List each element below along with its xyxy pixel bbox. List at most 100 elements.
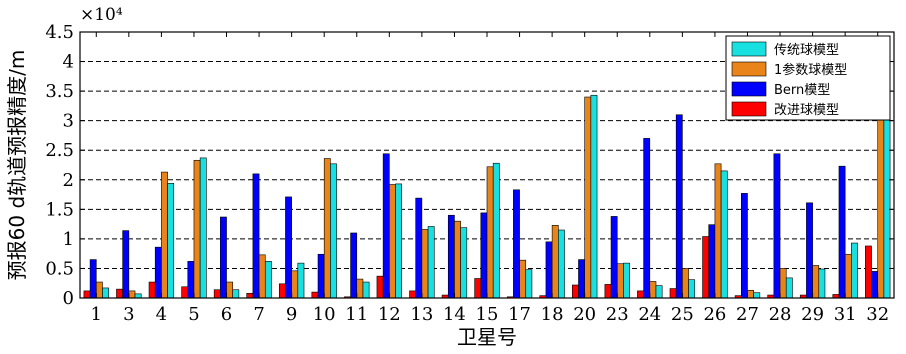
bar <box>688 279 696 299</box>
bar <box>199 157 207 299</box>
bar <box>193 159 201 299</box>
bar <box>181 286 189 299</box>
bar <box>264 261 272 299</box>
bar <box>278 283 286 299</box>
bar <box>148 281 156 299</box>
bar <box>187 261 195 299</box>
bar <box>447 214 455 299</box>
bar <box>409 290 416 299</box>
x-tick-label: 17 <box>508 304 531 325</box>
bar <box>610 216 618 299</box>
bar <box>584 96 592 299</box>
bar <box>655 285 663 299</box>
bar <box>838 165 846 299</box>
bar <box>492 162 500 299</box>
x-tick-label: 3 <box>123 304 134 325</box>
x-tick-label: 5 <box>188 304 199 325</box>
legend-swatch <box>731 41 767 57</box>
bar <box>454 220 461 299</box>
y-tick-label: 3.5 <box>45 81 74 102</box>
bar <box>871 271 879 299</box>
bar <box>558 229 565 299</box>
y-tick-label: 0 <box>63 288 74 309</box>
bar <box>590 94 598 299</box>
bar <box>702 236 710 299</box>
bar <box>675 114 683 299</box>
bar <box>395 183 402 299</box>
bar <box>285 196 292 299</box>
bar <box>83 290 91 299</box>
bar <box>427 226 435 299</box>
bar <box>812 265 820 299</box>
bar <box>382 153 390 299</box>
x-axis-label: 卫星号 <box>457 325 517 349</box>
bar <box>389 184 396 299</box>
bar <box>773 153 781 299</box>
bar <box>213 289 221 299</box>
x-tick-label: 10 <box>313 304 336 325</box>
x-tick-label: 7 <box>253 304 264 325</box>
x-tick-label: 24 <box>638 304 661 325</box>
bar <box>525 269 533 299</box>
bar <box>232 289 240 299</box>
bar <box>134 293 142 299</box>
bar <box>753 292 761 299</box>
bar <box>865 245 872 299</box>
x-tick-label: 23 <box>606 304 629 325</box>
legend-swatch <box>731 81 767 97</box>
bar <box>513 189 520 299</box>
y-axis-label: 预报60 d轨道预报精度/m <box>5 50 29 281</box>
y-tick-label: 1 <box>63 229 74 250</box>
x-tick-label: 29 <box>801 304 824 325</box>
bar <box>421 229 429 299</box>
legend-label: 1参数球模型 <box>774 62 847 78</box>
bar <box>122 230 130 299</box>
bar <box>851 242 858 299</box>
bar <box>643 138 651 299</box>
x-tick-label: 1 <box>91 304 102 325</box>
bar <box>844 253 852 299</box>
bar <box>128 290 136 299</box>
y-tick-label: 3 <box>63 111 74 132</box>
bar <box>356 278 364 299</box>
bar <box>669 288 677 299</box>
x-tick-label: 27 <box>736 304 759 325</box>
bar <box>460 227 468 299</box>
bar <box>818 268 826 299</box>
bar <box>330 163 337 299</box>
y-tick-label: 2 <box>63 170 74 191</box>
legend-label: 改进球模型 <box>774 103 839 118</box>
bar <box>604 284 612 299</box>
bar <box>779 268 787 299</box>
bar <box>578 259 585 299</box>
y-multiplier-label: ×10⁴ <box>80 5 123 25</box>
bar <box>806 202 813 299</box>
bar <box>95 281 103 299</box>
x-tick-label: 9 <box>286 304 297 325</box>
legend-swatch <box>731 101 767 117</box>
bar <box>252 173 260 299</box>
legend-label: 传统球模型 <box>774 43 839 58</box>
bar <box>246 292 254 299</box>
bar <box>637 290 644 299</box>
bar <box>161 171 168 299</box>
bar <box>226 281 234 299</box>
bar <box>708 224 716 299</box>
bar <box>362 281 370 299</box>
bar <box>480 212 488 299</box>
x-tick-label: 18 <box>541 304 564 325</box>
bar <box>486 166 494 299</box>
bar <box>572 284 579 299</box>
x-tick-label: 15 <box>476 304 499 325</box>
bar <box>376 275 384 299</box>
bar <box>747 290 754 299</box>
bar <box>616 263 624 299</box>
bar <box>102 287 109 299</box>
bar <box>474 278 482 299</box>
bar <box>350 232 358 299</box>
bar <box>785 277 793 299</box>
y-tick-label: 4 <box>63 52 74 73</box>
bar <box>740 193 748 299</box>
x-tick-label: 13 <box>410 304 433 325</box>
